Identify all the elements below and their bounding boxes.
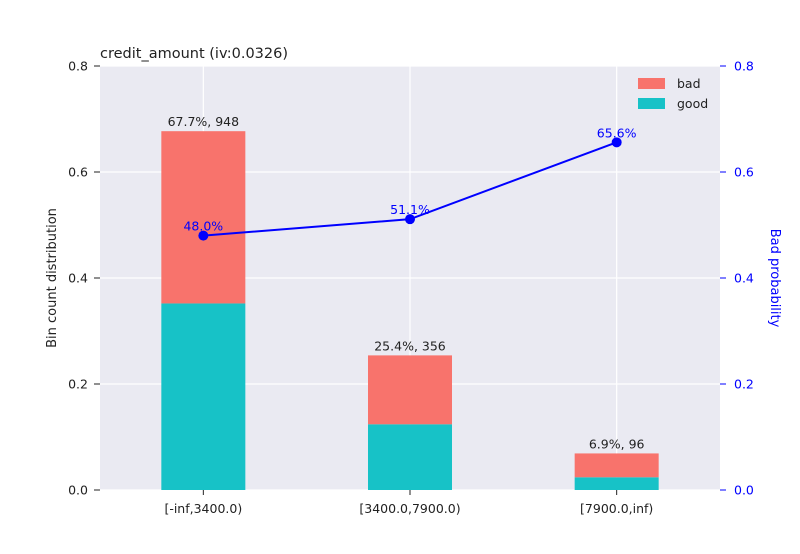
bar-bad (161, 131, 246, 304)
y2-tick-label: 0.8 (734, 59, 754, 74)
bar-bad (574, 453, 659, 478)
legend-swatch-bad (638, 78, 665, 89)
y2-axis-label: Bad probability (767, 229, 782, 328)
bar-good (161, 303, 246, 490)
bar-good (574, 477, 659, 490)
y-tick-label: 0.8 (68, 59, 88, 74)
x-tick-label: [7900.0,inf) (580, 501, 653, 516)
bad-probability-label: 51.1% (390, 202, 430, 217)
y2-tick-label: 0.0 (734, 483, 754, 498)
y2-tick-label: 0.6 (734, 165, 754, 180)
bar-data-label: 67.7%, 948 (168, 114, 240, 129)
y-tick-label: 0.6 (68, 165, 88, 180)
bad-probability-label: 65.6% (597, 125, 637, 140)
chart-title: credit_amount (iv:0.0326) (100, 46, 288, 62)
bad-probability-point (611, 137, 622, 148)
bad-probability-label: 48.0% (183, 219, 223, 234)
y2-tick-label: 0.4 (734, 271, 754, 286)
y2-tick-label: 0.2 (734, 377, 754, 392)
y-axis-label: Bin count distribution (45, 208, 60, 348)
y-tick-label: 0.4 (68, 271, 88, 286)
bar-bad (368, 355, 452, 425)
bar-good (368, 424, 452, 490)
bad-probability-point (405, 214, 415, 225)
y-tick-label: 0.0 (68, 483, 88, 498)
bar-data-label: 25.4%, 356 (374, 338, 446, 353)
legend-label-good: good (677, 96, 708, 111)
legend-swatch-good (638, 98, 665, 109)
x-tick-label: [-inf,3400.0) (164, 501, 242, 516)
y-tick-label: 0.2 (68, 377, 88, 392)
bad-probability-point (198, 230, 209, 241)
bar-data-label: 6.9%, 96 (589, 436, 645, 451)
legend-label-bad: bad (677, 76, 701, 91)
x-tick-label: [3400.0,7900.0) (359, 501, 460, 516)
